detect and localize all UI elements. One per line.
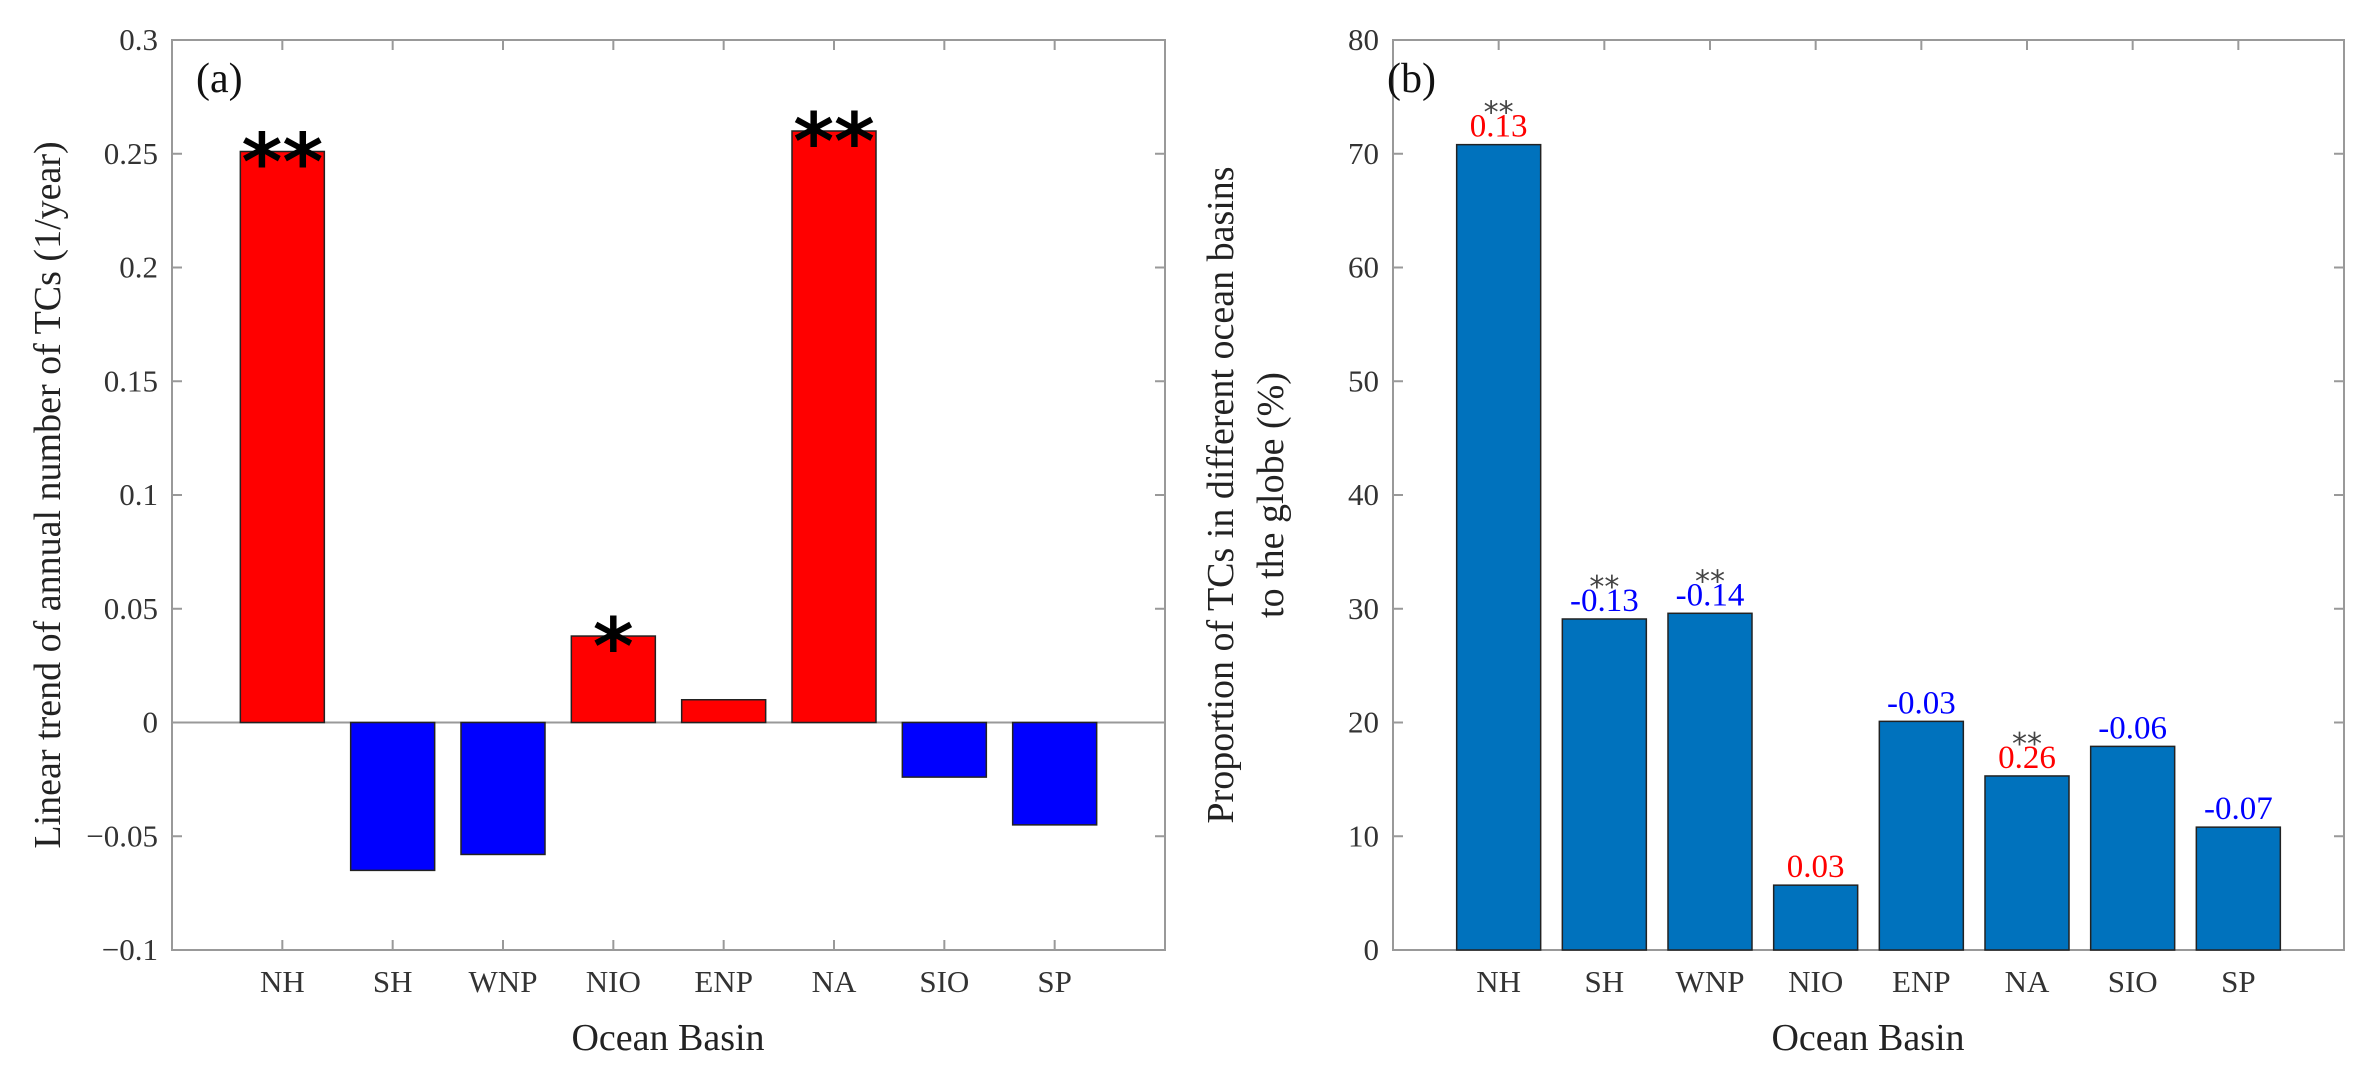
bar-nio <box>1772 884 1859 951</box>
y-tick-label: 0.3 <box>119 22 158 57</box>
x-tick-label: WNP <box>469 964 538 999</box>
x-tick-label: ENP <box>694 964 753 999</box>
trend-value-label: -0.13 <box>1570 583 1639 619</box>
significance-marker: ** <box>242 118 324 208</box>
y-tick-label: 50 <box>1348 363 1379 398</box>
panel-b-proportion-chart: (b) Ocean Basin Proportion of TCs in dif… <box>1200 22 2345 1059</box>
y-tick-label: 0.2 <box>119 250 158 285</box>
y-tick-label: 10 <box>1348 818 1379 853</box>
panel-a-trend-chart: (a) Ocean Basin Linear trend of annual n… <box>27 22 1166 1059</box>
x-tick-label: SP <box>2221 964 2255 999</box>
y-tick-label: 0.15 <box>104 363 158 398</box>
panel-a-y-axis-label: Linear trend of annual number of TCs (1/… <box>27 141 69 848</box>
bar-sp <box>2195 826 2282 951</box>
y-tick-label: 0 <box>143 705 159 740</box>
panel-a-x-ticks: NH SH WNP NIO ENP NA SIO SP <box>260 40 1072 999</box>
trend-value-label: -0.06 <box>2098 710 2167 746</box>
bar-enp <box>1878 720 1965 951</box>
y-tick-label: 70 <box>1348 136 1379 171</box>
y-tick-label: 80 <box>1348 22 1379 57</box>
bar-sio <box>2089 745 2176 951</box>
x-tick-label: NA <box>2005 964 2050 999</box>
significance-marker: ** <box>793 98 875 188</box>
panel-b-annotations: 0.13**-0.13** -0.14**0.03-0.030.26** -0.06… <box>1470 96 2273 886</box>
x-tick-label: SH <box>1585 964 1625 999</box>
panel-a-bars <box>172 130 1165 872</box>
y-tick-label: 0.25 <box>104 136 158 171</box>
y-tick-label: 20 <box>1348 705 1379 740</box>
bar-nh <box>1455 143 1542 951</box>
y-tick-label: −0.05 <box>86 818 158 853</box>
bar-sp <box>1011 721 1098 826</box>
significance-marker: * <box>593 603 634 693</box>
bar-sio <box>901 721 988 778</box>
y-tick-label: 0.1 <box>119 477 158 512</box>
x-tick-label: SIO <box>919 964 969 999</box>
trend-value-label: -0.03 <box>1887 685 1956 721</box>
x-tick-label: NH <box>1476 964 1521 999</box>
panel-a-label: (a) <box>196 56 243 102</box>
panel-a-y-ticks: −0.1 −0.05 0 0.05 0.1 0.15 0.2 0.25 0.3 <box>86 22 1165 967</box>
panel-b-y-axis-label-line1: Proportion of TCs in different ocean bas… <box>1200 166 1242 823</box>
significance-marker: ** <box>2012 727 2042 762</box>
x-tick-label: NIO <box>1788 964 1843 999</box>
significance-marker: ** <box>1484 96 1514 131</box>
trend-value-label: 0.03 <box>1787 849 1845 885</box>
bar-sh <box>349 721 436 872</box>
bar-enp <box>680 699 767 724</box>
x-tick-label: SH <box>373 964 413 999</box>
panel-a-annotations: ***** <box>242 98 875 693</box>
panel-b-x-ticks: NH SH WNP NIO ENP NA SIO SP <box>1476 40 2256 999</box>
y-tick-label: 0.05 <box>104 591 158 626</box>
panel-b-y-axis-label-line2: to the globe (%) <box>1250 372 1292 618</box>
significance-marker: ** <box>1589 570 1619 605</box>
panel-b-label: (b) <box>1387 56 1436 102</box>
y-tick-label: 60 <box>1348 250 1379 285</box>
trend-value-label: 0.13 <box>1470 109 1528 145</box>
y-tick-label: 0 <box>1364 932 1380 967</box>
x-tick-label: NA <box>812 964 857 999</box>
x-tick-label: WNP <box>1676 964 1745 999</box>
x-tick-label: SP <box>1037 964 1071 999</box>
bar-sh <box>1561 618 1648 951</box>
y-tick-label: −0.1 <box>102 932 158 967</box>
x-tick-label: ENP <box>1892 964 1951 999</box>
bar-nh <box>239 150 326 724</box>
bar-wnp <box>1667 612 1753 951</box>
significance-marker: ** <box>1695 564 1725 599</box>
trend-value-label: -0.14 <box>1676 577 1745 613</box>
bar-nio <box>570 635 657 724</box>
x-tick-label: NH <box>260 964 305 999</box>
panel-a-x-axis-label: Ocean Basin <box>571 1017 764 1059</box>
x-tick-label: NIO <box>586 964 641 999</box>
trend-value-label: -0.07 <box>2204 791 2273 827</box>
y-tick-label: 30 <box>1348 591 1379 626</box>
panel-b-x-axis-label: Ocean Basin <box>1771 1017 1964 1059</box>
trend-value-label: 0.26 <box>1998 740 2056 776</box>
bar-wnp <box>460 721 546 856</box>
bar-na <box>791 130 877 724</box>
panel-b-bars <box>1455 143 2282 951</box>
y-tick-label: 40 <box>1348 477 1379 512</box>
bar-na <box>1984 775 2070 951</box>
panel-b-y-ticks: 0 10 20 30 40 50 60 70 80 <box>1348 22 2344 967</box>
x-tick-label: SIO <box>2108 964 2158 999</box>
